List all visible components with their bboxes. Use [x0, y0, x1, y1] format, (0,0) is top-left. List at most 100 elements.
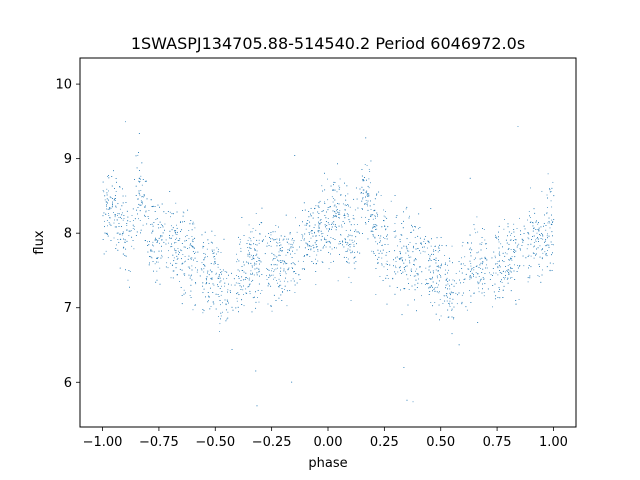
data-point [213, 252, 215, 254]
data-point [226, 271, 228, 273]
data-point [393, 265, 394, 267]
data-point [315, 244, 317, 246]
data-point [102, 215, 104, 217]
data-point [159, 221, 161, 223]
data-point [279, 239, 280, 241]
data-point [217, 286, 219, 287]
data-point [447, 288, 448, 290]
data-point [278, 260, 280, 262]
data-point [350, 229, 351, 231]
data-point [518, 243, 520, 245]
data-point [313, 227, 315, 228]
data-point [176, 211, 178, 213]
data-point [276, 238, 278, 240]
data-point [152, 244, 153, 246]
data-point [497, 274, 499, 276]
data-point [124, 241, 126, 243]
data-point [320, 219, 322, 220]
data-point [520, 234, 522, 235]
data-point [324, 172, 325, 174]
data-point [203, 259, 205, 261]
data-point [345, 239, 346, 241]
data-point [511, 259, 513, 261]
data-point [225, 304, 227, 306]
data-point [188, 238, 190, 240]
data-point [311, 261, 313, 262]
data-point [324, 239, 326, 240]
data-point [425, 267, 427, 269]
data-point [436, 291, 438, 293]
data-point [162, 226, 164, 228]
data-point [452, 262, 453, 264]
data-point [439, 319, 440, 321]
data-point [274, 239, 276, 241]
data-point [328, 230, 329, 232]
data-point [470, 255, 472, 257]
data-point [283, 238, 285, 240]
data-point [150, 199, 152, 201]
data-point [150, 250, 152, 252]
data-point [545, 229, 547, 231]
data-point [482, 277, 484, 279]
data-point [168, 242, 170, 244]
data-point [399, 251, 401, 252]
data-point [193, 223, 195, 225]
data-point [253, 237, 255, 238]
data-point [292, 238, 293, 240]
data-point [483, 228, 485, 230]
data-point [220, 304, 221, 306]
data-point [440, 315, 442, 317]
data-point [535, 239, 537, 241]
data-point [107, 202, 108, 204]
data-point [284, 262, 286, 264]
data-point [255, 370, 257, 372]
data-point [451, 292, 453, 294]
data-point [356, 231, 358, 233]
data-point [327, 207, 329, 208]
data-point [255, 291, 256, 293]
data-point [160, 236, 162, 238]
data-point [192, 223, 193, 225]
data-point [241, 266, 243, 267]
data-point [131, 236, 133, 238]
data-point [179, 252, 180, 254]
data-point [448, 279, 450, 281]
data-point [469, 278, 471, 280]
data-point [124, 255, 126, 256]
y-tick-label: 8 [64, 227, 72, 242]
data-point [231, 306, 233, 308]
data-point [176, 231, 178, 233]
data-point [417, 235, 419, 237]
data-point [189, 295, 191, 296]
data-point [109, 223, 111, 225]
data-point [348, 205, 349, 207]
data-point [280, 250, 282, 252]
data-point [334, 225, 336, 227]
data-point [415, 226, 416, 228]
data-point [451, 310, 453, 311]
data-point [430, 302, 432, 303]
data-point [440, 267, 441, 269]
data-point [511, 277, 513, 278]
data-point [303, 256, 305, 257]
data-point [445, 245, 447, 247]
data-point [433, 289, 435, 290]
data-point [273, 294, 275, 296]
data-point [156, 218, 158, 220]
data-point [256, 253, 258, 255]
data-point [112, 198, 113, 199]
data-point [150, 224, 151, 225]
data-point [178, 253, 180, 255]
data-point [118, 222, 120, 224]
data-point [159, 267, 161, 269]
data-point [317, 230, 319, 232]
data-point [243, 294, 244, 295]
data-point [114, 214, 116, 215]
data-point [399, 258, 401, 259]
data-point [160, 235, 162, 237]
data-point [395, 257, 396, 259]
data-point [352, 242, 354, 243]
data-point [499, 266, 501, 268]
data-point [394, 293, 396, 295]
data-point [154, 263, 156, 265]
